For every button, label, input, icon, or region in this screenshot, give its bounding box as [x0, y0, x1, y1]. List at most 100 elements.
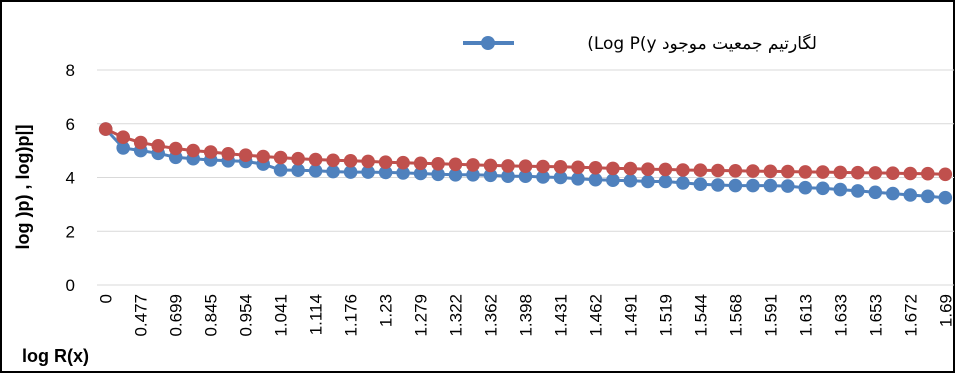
data-point [256, 149, 270, 164]
data-point [203, 145, 218, 159]
y-tick-label: 8 [66, 61, 75, 80]
x-tick-label: 1.568 [726, 294, 745, 337]
data-point [816, 181, 830, 196]
data-point [291, 151, 305, 166]
data-point [938, 167, 953, 182]
data-point [711, 163, 725, 178]
data-point [466, 158, 480, 172]
x-tick-label: 1.544 [691, 294, 710, 337]
data-point [308, 152, 323, 167]
data-point [606, 161, 620, 176]
x-axis-title: log R(x) [22, 346, 89, 366]
data-point [553, 170, 568, 185]
x-tick-label: 1.176 [342, 294, 361, 337]
legend-marker-icon [481, 36, 495, 50]
x-tick-label: 1.613 [796, 294, 815, 337]
data-point [781, 179, 795, 193]
data-point [431, 167, 445, 182]
data-point [921, 189, 935, 204]
data-point [116, 141, 130, 155]
x-tick-label: 1.398 [517, 294, 536, 337]
x-axis-ticks: 0 0.477 0.699 0.845 0.954 1.041 1.114 1.176 1.23… [97, 294, 955, 337]
data-point [623, 161, 638, 176]
data-point [448, 157, 463, 172]
data-point [483, 168, 498, 183]
data-point [291, 163, 305, 177]
data-point [851, 184, 865, 198]
data-point [763, 164, 778, 179]
data-point [273, 163, 288, 177]
data-point [518, 169, 533, 183]
data-point [571, 172, 585, 186]
data-point [326, 164, 340, 179]
x-tick-label: 0 [97, 294, 116, 303]
data-point [921, 166, 935, 181]
series-1 [98, 122, 953, 182]
data-point [308, 164, 323, 178]
data-point [886, 166, 900, 180]
x-tick-label: 1.69 [936, 294, 955, 327]
data-point [903, 188, 918, 202]
data-point [588, 161, 603, 175]
data-point [501, 169, 515, 183]
data-point [483, 158, 498, 173]
x-tick-label: 1.653 [866, 294, 885, 337]
series-layer [98, 122, 953, 205]
y-tick-label: 6 [66, 115, 75, 134]
data-point [343, 165, 358, 179]
data-point [868, 166, 883, 180]
y-axis-title: log )p) , log)p|] [13, 125, 33, 250]
y-axis-ticks: 0 2 4 6 8 [66, 61, 75, 295]
x-tick-label: 1.041 [272, 294, 291, 337]
data-point [238, 148, 253, 162]
data-point [623, 173, 638, 188]
y-tick-label: 4 [66, 169, 75, 188]
data-point [413, 156, 428, 171]
data-point [168, 141, 183, 156]
data-point [886, 186, 900, 201]
data-point [658, 174, 673, 189]
data-point [693, 163, 708, 177]
x-tick-label: 1.322 [447, 294, 466, 337]
data-point [693, 177, 708, 191]
data-point [833, 165, 848, 180]
data-point [641, 162, 655, 176]
x-tick-label: 0.845 [202, 294, 221, 337]
x-tick-label: 0.954 [237, 294, 256, 337]
data-point [221, 147, 235, 161]
data-point [186, 143, 200, 158]
data-point [448, 168, 463, 182]
data-point [361, 165, 375, 179]
data-point [746, 178, 760, 193]
data-point [798, 165, 813, 179]
data-point [606, 173, 620, 187]
data-point [641, 174, 655, 189]
data-point [151, 139, 165, 153]
data-point [816, 165, 830, 179]
data-point [396, 166, 410, 180]
data-point [711, 178, 725, 192]
data-point [133, 135, 148, 150]
data-point [378, 165, 393, 180]
data-point [518, 159, 533, 173]
x-tick-label: 1.23 [377, 294, 396, 327]
x-tick-label: 1.591 [761, 294, 780, 337]
data-point [763, 178, 778, 193]
data-point [501, 159, 515, 173]
x-tick-label: 1.519 [656, 294, 675, 337]
data-point [431, 157, 445, 171]
x-tick-label: 1.672 [901, 294, 920, 337]
data-point [798, 180, 813, 195]
data-point [273, 150, 288, 165]
data-point [326, 153, 340, 168]
x-tick-label: 1.491 [621, 294, 640, 337]
data-point [553, 160, 568, 174]
data-point [728, 164, 743, 178]
data-point [728, 178, 743, 193]
y-tick-label: 2 [66, 222, 75, 241]
data-point [378, 155, 393, 169]
x-tick-label: 1.431 [551, 294, 570, 337]
x-tick-label: 0.699 [167, 294, 186, 337]
x-tick-label: 1.462 [586, 294, 605, 337]
